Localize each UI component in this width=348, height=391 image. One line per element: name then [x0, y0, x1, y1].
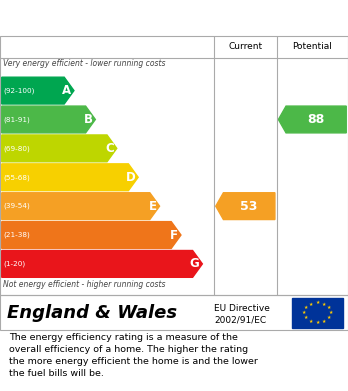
- Polygon shape: [2, 77, 74, 104]
- Text: England & Wales: England & Wales: [7, 304, 177, 322]
- Text: G: G: [190, 257, 200, 271]
- Text: 53: 53: [240, 200, 258, 213]
- Text: ★: ★: [304, 305, 308, 310]
- Text: (81-91): (81-91): [3, 116, 30, 123]
- Text: ★: ★: [315, 320, 319, 325]
- Text: ★: ★: [329, 310, 333, 315]
- Text: The energy efficiency rating is a measure of the
overall efficiency of a home. T: The energy efficiency rating is a measur…: [9, 334, 258, 378]
- Text: Potential: Potential: [292, 43, 332, 52]
- Text: ★: ★: [304, 315, 308, 320]
- Text: ★: ★: [327, 305, 331, 310]
- Text: Energy Efficiency Rating: Energy Efficiency Rating: [9, 9, 238, 27]
- Polygon shape: [2, 222, 181, 248]
- Text: ★: ★: [327, 315, 331, 320]
- Text: EU Directive: EU Directive: [214, 304, 270, 313]
- Polygon shape: [2, 164, 138, 191]
- Text: B: B: [84, 113, 93, 126]
- Text: ★: ★: [302, 310, 306, 315]
- Text: ★: ★: [309, 302, 313, 307]
- Text: Not energy efficient - higher running costs: Not energy efficient - higher running co…: [3, 280, 166, 289]
- Text: ★: ★: [322, 319, 326, 324]
- Polygon shape: [216, 193, 275, 219]
- Text: (1-20): (1-20): [3, 261, 26, 267]
- Text: E: E: [149, 200, 157, 213]
- Text: (69-80): (69-80): [3, 145, 30, 152]
- Text: ★: ★: [309, 319, 313, 324]
- Text: Very energy efficient - lower running costs: Very energy efficient - lower running co…: [3, 59, 166, 68]
- Text: (55-68): (55-68): [3, 174, 30, 181]
- Text: 88: 88: [307, 113, 324, 126]
- Text: D: D: [126, 171, 135, 184]
- Text: A: A: [62, 84, 71, 97]
- Polygon shape: [2, 106, 95, 133]
- Text: 2002/91/EC: 2002/91/EC: [214, 315, 266, 325]
- Text: (21-38): (21-38): [3, 232, 30, 238]
- Polygon shape: [2, 135, 117, 162]
- Polygon shape: [2, 193, 159, 219]
- Text: F: F: [170, 228, 178, 242]
- Text: ★: ★: [322, 302, 326, 307]
- Polygon shape: [2, 251, 203, 277]
- Polygon shape: [278, 106, 346, 133]
- Text: (39-54): (39-54): [3, 203, 30, 210]
- Text: ★: ★: [315, 300, 319, 305]
- Text: (92-100): (92-100): [3, 87, 35, 94]
- Text: C: C: [105, 142, 114, 155]
- Text: Current: Current: [228, 43, 262, 52]
- Bar: [292, 298, 343, 328]
